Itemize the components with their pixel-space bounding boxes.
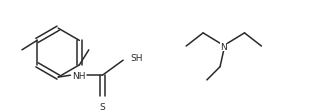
- Text: N: N: [220, 42, 227, 51]
- Text: SH: SH: [131, 53, 143, 62]
- Text: S: S: [100, 103, 105, 111]
- Text: NH: NH: [72, 71, 86, 80]
